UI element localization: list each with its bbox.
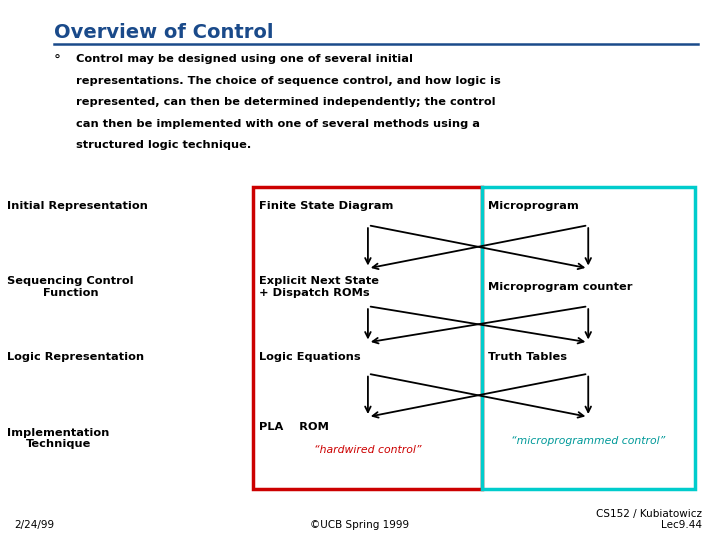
Text: CS152 / Kubiatowicz
Lec9.44: CS152 / Kubiatowicz Lec9.44: [596, 509, 702, 530]
Text: Logic Equations: Logic Equations: [259, 353, 361, 362]
Text: Implementation
Technique: Implementation Technique: [7, 428, 109, 449]
Bar: [253, 187, 482, 489]
Text: Finite State Diagram: Finite State Diagram: [259, 201, 394, 211]
Text: can then be implemented with one of several methods using a: can then be implemented with one of seve…: [76, 119, 480, 129]
Text: “hardwired control”: “hardwired control”: [314, 446, 422, 455]
Text: ©UCB Spring 1999: ©UCB Spring 1999: [310, 520, 410, 530]
Text: Control may be designed using one of several initial: Control may be designed using one of sev…: [76, 54, 413, 64]
Text: Explicit Next State
+ Dispatch ROMs: Explicit Next State + Dispatch ROMs: [259, 276, 379, 299]
Text: representations. The choice of sequence control, and how logic is: representations. The choice of sequence …: [76, 76, 500, 86]
Text: Overview of Control: Overview of Control: [54, 23, 274, 42]
Text: °: °: [54, 54, 61, 68]
Text: 2/24/99: 2/24/99: [14, 520, 55, 530]
Text: Sequencing Control
Function: Sequencing Control Function: [7, 276, 134, 298]
Text: Initial Representation: Initial Representation: [7, 201, 148, 211]
Text: “microprogrammed control”: “microprogrammed control”: [511, 436, 665, 446]
Text: PLA    ROM: PLA ROM: [259, 422, 329, 431]
Text: Logic Representation: Logic Representation: [7, 353, 144, 362]
Text: Truth Tables: Truth Tables: [488, 353, 567, 362]
Text: Microprogram counter: Microprogram counter: [488, 282, 633, 292]
Text: structured logic technique.: structured logic technique.: [76, 140, 251, 151]
Text: Microprogram: Microprogram: [488, 201, 579, 211]
Bar: [482, 187, 695, 489]
Text: represented, can then be determined independently; the control: represented, can then be determined inde…: [76, 97, 495, 107]
